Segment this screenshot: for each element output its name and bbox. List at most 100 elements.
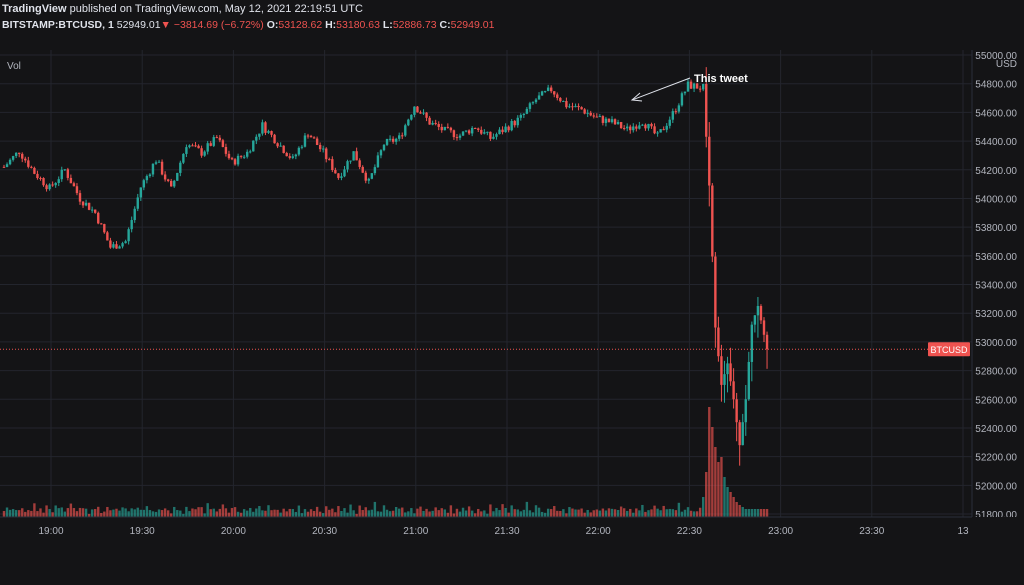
candle-body[interactable] (510, 121, 513, 131)
candle-body[interactable] (203, 151, 206, 156)
candlestick-chart[interactable]: 55000.00 54800.00 54600.00 54400.00 54200.00… (0, 50, 1024, 580)
candle-body[interactable] (686, 81, 690, 92)
candle-body[interactable] (458, 135, 462, 138)
candle-body[interactable] (431, 122, 434, 125)
candle-body[interactable] (197, 145, 200, 149)
candle-body[interactable] (671, 111, 674, 120)
candle-body[interactable] (568, 106, 571, 108)
candle-body[interactable] (130, 220, 133, 230)
candle-body[interactable] (312, 137, 316, 139)
candle-body[interactable] (562, 101, 565, 103)
candle-body[interactable] (227, 153, 231, 159)
candle-body[interactable] (252, 140, 255, 152)
candle-body[interactable] (160, 161, 164, 175)
candle-body[interactable] (705, 84, 708, 137)
candle-body[interactable] (166, 179, 170, 181)
candle-body[interactable] (115, 244, 118, 249)
candle-body[interactable] (328, 159, 331, 161)
candle-body[interactable] (373, 167, 377, 174)
candle-body[interactable] (78, 193, 82, 202)
chart-area[interactable]: 55000.00 54800.00 54600.00 54400.00 54200.00… (0, 50, 1024, 580)
candle-body[interactable] (215, 137, 218, 139)
candle-body[interactable] (498, 129, 501, 135)
candle-body[interactable] (583, 109, 586, 114)
candle-body[interactable] (246, 151, 249, 157)
candle-body[interactable] (659, 129, 662, 133)
candle-body[interactable] (604, 118, 608, 123)
candle-body[interactable] (57, 179, 60, 183)
candle-body[interactable] (212, 137, 215, 146)
candle-body[interactable] (142, 180, 146, 188)
candle-body[interactable] (173, 180, 176, 187)
candle-body[interactable] (750, 324, 754, 362)
candle-body[interactable] (401, 135, 404, 137)
candle-body[interactable] (279, 145, 282, 147)
candle-body[interactable] (644, 124, 647, 129)
candle-body[interactable] (522, 113, 526, 116)
candle-body[interactable] (674, 111, 678, 113)
candle-body[interactable] (148, 174, 152, 177)
candle-body[interactable] (474, 127, 477, 129)
candle-body[interactable] (346, 161, 349, 170)
candle-body[interactable] (762, 320, 766, 335)
candle-body[interactable] (221, 140, 225, 147)
candle-body[interactable] (75, 186, 79, 194)
candle-body[interactable] (765, 334, 769, 350)
candle-body[interactable] (282, 145, 285, 153)
candle-body[interactable] (337, 173, 340, 178)
candle-body[interactable] (698, 88, 702, 90)
candle-body[interactable] (45, 185, 48, 190)
brand-name[interactable]: TradingView (2, 3, 67, 15)
candle-body[interactable] (741, 422, 744, 446)
candle-body[interactable] (124, 241, 127, 244)
candle-body[interactable] (361, 166, 364, 173)
candle-body[interactable] (382, 144, 386, 151)
candle-body[interactable] (595, 116, 598, 118)
candle-body[interactable] (261, 122, 264, 134)
candle-body[interactable] (759, 306, 763, 321)
candle-body[interactable] (467, 130, 471, 134)
candle-body[interactable] (151, 163, 155, 175)
candle-body[interactable] (443, 126, 446, 131)
candle-body[interactable] (723, 374, 726, 385)
candle-body[interactable] (81, 201, 85, 206)
candle-body[interactable] (385, 138, 389, 145)
candle-body[interactable] (616, 122, 620, 125)
candle-body[interactable] (145, 176, 149, 181)
candle-body[interactable] (242, 156, 246, 158)
candle-body[interactable] (264, 122, 267, 133)
candle-body[interactable] (154, 162, 158, 164)
candle-body[interactable] (379, 150, 383, 156)
candle-body[interactable] (528, 103, 532, 109)
candle-body[interactable] (729, 363, 732, 382)
candle-body[interactable] (571, 106, 574, 108)
candle-body[interactable] (36, 173, 39, 179)
candle-body[interactable] (689, 81, 693, 89)
candle-body[interactable] (112, 244, 115, 248)
candle-body[interactable] (449, 127, 453, 131)
candle-body[interactable] (504, 126, 507, 133)
candle-body[interactable] (388, 138, 392, 140)
candle-body[interactable] (626, 126, 629, 129)
candle-body[interactable] (404, 125, 407, 136)
candle-body[interactable] (370, 173, 374, 179)
candle-body[interactable] (42, 178, 45, 186)
candle-body[interactable] (376, 155, 380, 168)
candle-body[interactable] (692, 83, 696, 89)
candle-body[interactable] (629, 126, 632, 131)
candle-body[interactable] (206, 143, 209, 152)
candle-body[interactable] (170, 180, 173, 187)
candle-body[interactable] (519, 115, 522, 118)
candle-body[interactable] (598, 116, 602, 118)
candle-body[interactable] (607, 118, 611, 123)
candle-body[interactable] (486, 131, 489, 133)
candle-body[interactable] (294, 154, 298, 157)
candle-body[interactable] (139, 187, 142, 198)
candle-body[interactable] (553, 91, 556, 95)
candle-body[interactable] (303, 135, 307, 147)
candle-body[interactable] (18, 152, 21, 154)
candle-body[interactable] (738, 422, 741, 446)
candle-body[interactable] (331, 159, 334, 171)
candle-body[interactable] (398, 135, 401, 139)
candle-body[interactable] (30, 166, 33, 168)
